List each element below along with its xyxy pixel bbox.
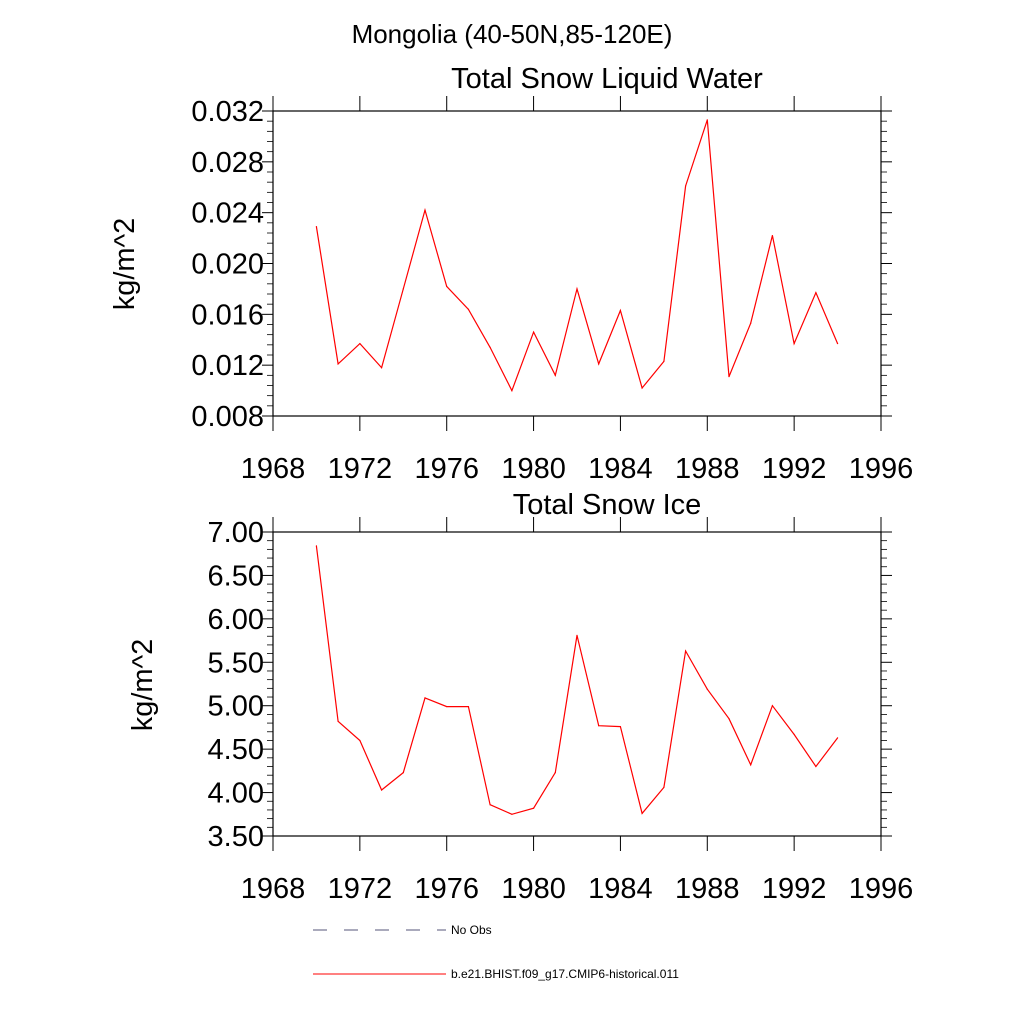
- data-point: [793, 342, 795, 345]
- x-tick-label: 1968: [241, 873, 306, 905]
- legend: No Obs b.e21.BHIST.f09_g17.CMIP6-histori…: [313, 923, 679, 981]
- x-tick-label: 1972: [328, 873, 393, 905]
- data-point: [380, 789, 383, 791]
- y-axis-label: kg/m^2: [109, 218, 141, 311]
- data-point: [706, 119, 708, 121]
- x-tick-label: 1996: [849, 453, 914, 485]
- x-tick-label: 1984: [588, 453, 653, 485]
- y-tick-label: 7.00: [208, 517, 264, 549]
- data-point: [750, 322, 752, 324]
- x-tick-label: 1988: [675, 453, 740, 485]
- y-tick-label: 0.016: [191, 299, 264, 331]
- data-point: [380, 367, 383, 369]
- data-point: [402, 288, 404, 290]
- data-point: [576, 288, 578, 290]
- x-tick-label: 1976: [414, 873, 479, 905]
- x-tick-label: 1992: [762, 453, 827, 485]
- data-point: [489, 346, 491, 348]
- data-point: [771, 705, 774, 707]
- y-tick-label: 4.50: [208, 734, 264, 766]
- data-point: [641, 812, 643, 815]
- data-point: [771, 234, 774, 237]
- data-point: [684, 650, 687, 652]
- data-point: [684, 185, 687, 187]
- x-tick-label: 1992: [762, 873, 827, 905]
- chart-title: Total Snow Ice: [513, 489, 702, 521]
- data-point: [446, 285, 448, 287]
- data-point: [598, 363, 600, 365]
- data-point: [836, 737, 839, 739]
- data-point: [750, 764, 752, 766]
- y-tick-label: 6.00: [208, 604, 264, 636]
- data-point: [706, 688, 708, 690]
- data-point: [532, 331, 535, 333]
- data-point: [359, 739, 361, 742]
- data-point: [619, 309, 622, 312]
- plot-frame: [272, 531, 882, 837]
- x-tick-label: 1968: [241, 453, 306, 485]
- y-tick-label: 5.50: [208, 647, 264, 679]
- y-tick-label: 4.00: [208, 778, 264, 810]
- data-point: [532, 807, 535, 809]
- data-point: [815, 765, 817, 768]
- data-point: [576, 634, 578, 636]
- x-tick-label: 1980: [501, 873, 566, 905]
- data-point: [641, 387, 643, 389]
- y-tick-label: 0.020: [191, 249, 264, 281]
- series-line: [315, 119, 839, 393]
- x-tick-label: 1980: [501, 453, 566, 485]
- panel-snow-liquid-water: Total Snow Liquid Water 0.008 0.012 0.016 0.…: [109, 63, 913, 485]
- data-point: [815, 292, 817, 294]
- data-point: [793, 733, 795, 735]
- data-point: [467, 308, 470, 310]
- data-point: [337, 720, 339, 722]
- y-tick-label: 0.024: [191, 198, 264, 230]
- data-point: [554, 374, 556, 376]
- data-point: [511, 813, 513, 815]
- data-point: [836, 342, 839, 345]
- x-tick-label: 1996: [849, 873, 914, 905]
- figure-title: Mongolia (40-50N,85-120E): [352, 19, 673, 49]
- data-point: [359, 342, 361, 345]
- y-tick-label: 3.50: [208, 821, 264, 853]
- plot-frame: [272, 110, 882, 417]
- data-point: [315, 226, 318, 228]
- data-point: [489, 804, 491, 806]
- x-tick-label: 1984: [588, 873, 653, 905]
- y-tick-label: 6.50: [208, 560, 264, 592]
- x-tick-label: 1988: [675, 873, 740, 905]
- data-point: [663, 786, 665, 788]
- x-tick-label: 1976: [414, 453, 479, 485]
- y-tick-label: 0.012: [191, 350, 264, 382]
- y-tick-label: 5.00: [208, 691, 264, 723]
- data-point: [315, 545, 318, 547]
- data-point: [663, 360, 665, 362]
- data-point: [402, 771, 404, 774]
- data-point: [619, 725, 622, 728]
- data-point: [337, 363, 339, 365]
- y-tick-label: 0.028: [191, 147, 264, 179]
- y-tick-label: 0.008: [191, 401, 264, 433]
- legend-label-model-run: b.e21.BHIST.f09_g17.CMIP6-historical.011: [451, 967, 679, 981]
- y-tick-label: 0.032: [191, 96, 264, 128]
- data-point: [728, 718, 730, 720]
- data-point: [728, 376, 730, 378]
- legend-label-no-obs: No Obs: [451, 923, 492, 937]
- chart-title: Total Snow Liquid Water: [451, 63, 763, 95]
- data-point: [511, 389, 513, 392]
- data-point: [467, 705, 470, 708]
- data-point: [424, 697, 426, 699]
- data-point: [446, 705, 448, 708]
- data-point: [424, 209, 426, 211]
- series-line: [315, 545, 839, 815]
- x-tick-label: 1972: [328, 453, 393, 485]
- y-axis-label: kg/m^2: [127, 639, 159, 732]
- data-point: [598, 725, 600, 727]
- data-point: [554, 771, 556, 774]
- panel-snow-ice: Total Snow Ice 3.50 4.00 4.50 5.00 5.50 6.00 6.…: [127, 489, 913, 905]
